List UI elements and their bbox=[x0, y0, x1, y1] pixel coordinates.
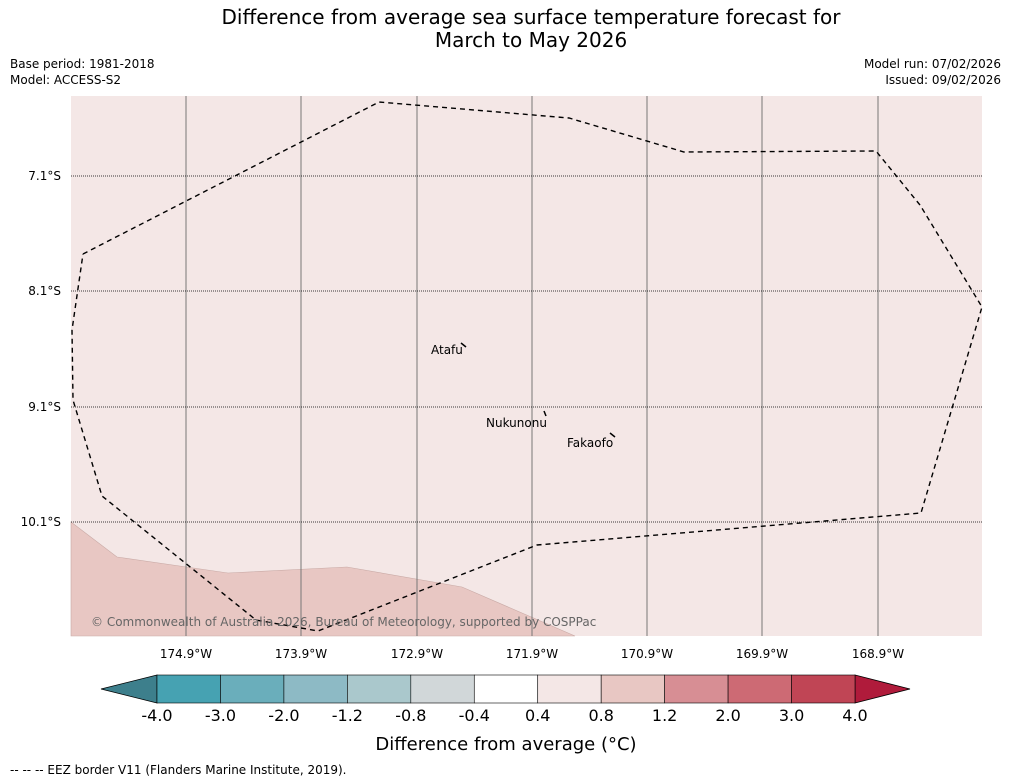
model-name: Model: ACCESS-S2 bbox=[10, 73, 122, 87]
footer-note: -- -- -- EEZ border V11 (Flanders Marine… bbox=[10, 763, 347, 777]
colorbar-tick-label: -0.8 bbox=[395, 706, 426, 725]
colorbar-bin bbox=[600, 674, 665, 704]
base-period: Base period: 1981-2018 bbox=[10, 57, 155, 71]
latitude-labels: 7.1°S 8.1°S 9.1°S 10.1°S bbox=[21, 169, 61, 529]
map-background bbox=[71, 96, 982, 636]
copyright-notice: © Commonwealth of Australia 2026, Bureau… bbox=[91, 615, 596, 629]
colorbar-bin bbox=[473, 674, 539, 704]
longitude-label: 174.9°W bbox=[160, 647, 212, 661]
colorbar-tick-label: -1.2 bbox=[332, 706, 363, 725]
longitude-label: 170.9°W bbox=[621, 647, 673, 661]
colorbar-bin bbox=[156, 674, 221, 704]
latitude-label: 10.1°S bbox=[21, 515, 61, 529]
colorbar bbox=[100, 674, 911, 704]
atafu-island bbox=[460, 342, 467, 348]
colorbar-under-extension bbox=[100, 674, 158, 704]
colorbar-bin bbox=[791, 674, 856, 704]
longitude-label: 169.9°W bbox=[736, 647, 788, 661]
colorbar-bin bbox=[727, 674, 792, 704]
place-label-nukunonu: Nukunonu bbox=[486, 416, 547, 430]
longitude-labels: 174.9°W 173.9°W 172.9°W 171.9°W 170.9°W 169.9… bbox=[160, 647, 904, 661]
longitude-label: 168.9°W bbox=[852, 647, 904, 661]
colorbar-label: Difference from average (°C) bbox=[375, 734, 636, 755]
colorbar-tick-label: 2.0 bbox=[715, 706, 740, 725]
colorbar-bin bbox=[283, 674, 348, 704]
colorbar-tick-label: -2.0 bbox=[268, 706, 299, 725]
colorbar-tick-label: 4.0 bbox=[842, 706, 867, 725]
colorbar-tick-label: 1.2 bbox=[652, 706, 677, 725]
meta-right: Model run: 07/02/2026 Issued: 09/02/2026 bbox=[864, 56, 1001, 88]
fakaofo-island bbox=[609, 432, 616, 438]
model-run: Model run: 07/02/2026 bbox=[863, 57, 1001, 71]
eez-border bbox=[71, 101, 983, 632]
colorbar-ticks: -4.0 -3.0 -2.0 -1.2 -0.8 -0.4 0.4 0.8 1.2 2.0 3.0 4… bbox=[141, 706, 867, 725]
longitude-gridlines bbox=[185, 96, 879, 636]
title-line-2: March to May 2026 bbox=[434, 28, 628, 52]
place-label-fakaofo: Fakaofo bbox=[567, 436, 613, 450]
colorbar-tick-label: 0.8 bbox=[588, 706, 613, 725]
colorbar-bin bbox=[664, 674, 729, 704]
latitude-label: 8.1°S bbox=[28, 284, 61, 298]
colorbar-tick-label: -3.0 bbox=[205, 706, 236, 725]
colorbar-bin bbox=[347, 674, 412, 704]
colorbar-tick-label: -0.4 bbox=[459, 706, 490, 725]
nukunonu-island bbox=[543, 410, 547, 417]
title-line-1: Difference from average sea surface temp… bbox=[221, 5, 841, 29]
colorbar-tick-label: 0.4 bbox=[525, 706, 550, 725]
warm-anomaly-region bbox=[70, 521, 576, 637]
meta-left: Base period: 1981-2018 Model: ACCESS-S2 bbox=[10, 56, 155, 88]
colorbar-bin bbox=[537, 674, 602, 704]
colorbar-tick-label: 3.0 bbox=[779, 706, 804, 725]
longitude-label: 173.9°W bbox=[275, 647, 327, 661]
place-label-atafu: Atafu bbox=[431, 343, 463, 357]
latitude-label: 9.1°S bbox=[28, 400, 61, 414]
latitude-label: 7.1°S bbox=[28, 169, 61, 183]
colorbar-bin bbox=[410, 674, 475, 704]
longitude-label: 172.9°W bbox=[391, 647, 443, 661]
colorbar-tick-label: -4.0 bbox=[141, 706, 172, 725]
map-title: Difference from average sea surface temp… bbox=[0, 6, 1011, 52]
colorbar-bin bbox=[220, 674, 285, 704]
longitude-label: 171.9°W bbox=[506, 647, 558, 661]
colorbar-over-extension bbox=[854, 674, 911, 704]
issued-date: Issued: 09/02/2026 bbox=[885, 73, 1001, 87]
